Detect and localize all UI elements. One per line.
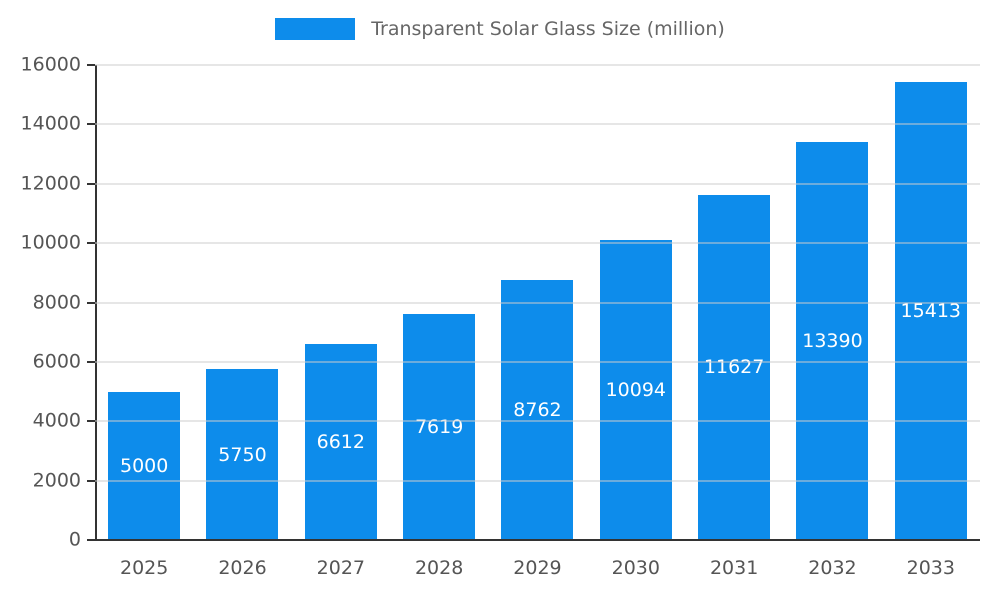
x-tick-label: 2025 [119,557,169,579]
y-tick-label: 14000 [20,112,81,135]
bar-value-label: 5000 [119,454,169,477]
bars: 5000 5750 6612 7619 8762 10094 11627 13390 15413 [95,65,980,540]
bar-value-label: 11627 [703,356,765,379]
bar[interactable]: 5750 [206,369,279,540]
x-tick-label: 2033 [906,557,955,579]
bar-slot: 13390 [783,65,881,540]
bar-slot: 5750 [193,65,291,540]
y-axis-tick [87,123,95,126]
gridline [95,242,980,244]
x-tick-label: 2031 [709,557,759,579]
bar-slot: 6612 [292,65,390,540]
bar-value-label: 13390 [802,330,863,353]
y-axis-tick [87,182,95,185]
bar-value-label: 6612 [316,430,365,453]
legend-label: Transparent Solar Glass Size (million) [371,18,725,40]
bar[interactable]: 10094 [599,240,672,540]
y-tick-label: 2000 [32,469,81,492]
gridline [95,480,980,482]
gridline [95,123,980,125]
bar[interactable]: 15413 [894,82,967,540]
y-tick-label: 0 [68,528,81,551]
x-tick-label: 2028 [414,557,464,579]
gridline [95,361,980,363]
legend-swatch [275,18,356,40]
gridline [95,64,980,66]
bar[interactable]: 7619 [403,313,476,540]
y-axis-tick [87,64,95,66]
x-tick-label: 2029 [513,557,562,579]
x-tick-label: 2032 [808,557,857,579]
y-axis-tick [87,420,95,423]
y-tick-label: 4000 [32,409,81,432]
bar[interactable]: 8762 [501,279,574,540]
bar[interactable]: 5000 [108,391,181,540]
bar[interactable]: 13390 [796,142,869,540]
x-tick-label: 2026 [218,557,267,579]
x-tick-label: 2027 [316,557,365,579]
y-axis-labels: 0 2000 4000 6000 8000 10000 12000 14000 16000 [0,55,81,549]
bar-value-label: 5750 [218,443,267,466]
y-tick-label: 8000 [32,291,81,313]
bar[interactable]: 11627 [698,194,771,540]
bar-slot: 5000 [95,65,193,540]
y-tick-label: 12000 [20,172,81,195]
bar-value-label: 15413 [900,300,962,323]
x-tick-label: 2030 [611,557,660,579]
bar-slot: 15413 [882,65,980,540]
bar-slot: 8762 [488,65,586,540]
y-tick-label: 16000 [20,53,81,76]
bar-value-label: 7619 [414,415,464,438]
bar-value-label: 8762 [513,398,562,421]
y-axis-tick [87,479,95,482]
gridline [95,420,980,422]
bar-value-label: 10094 [605,379,667,402]
bar-slot: 11627 [685,65,783,540]
y-axis-tick [87,539,95,541]
chart-legend: Transparent Solar Glass Size (million) [0,18,1000,40]
y-tick-label: 10000 [20,231,81,254]
x-axis-labels: 2025 2026 2027 2028 2029 2030 2031 2032 2033 [95,557,980,579]
gridline [95,302,980,303]
y-tick-label: 6000 [32,350,81,373]
y-axis-tick [87,301,95,304]
x-axis-line [87,539,980,541]
bar[interactable]: 6612 [304,343,377,540]
plot-area: 5000 5750 6612 7619 8762 10094 11627 13390 15413 [87,64,980,541]
gridline [95,183,980,185]
bar-slot: 10094 [587,65,685,540]
y-axis-tick [87,242,95,245]
y-axis-tick [87,360,95,363]
